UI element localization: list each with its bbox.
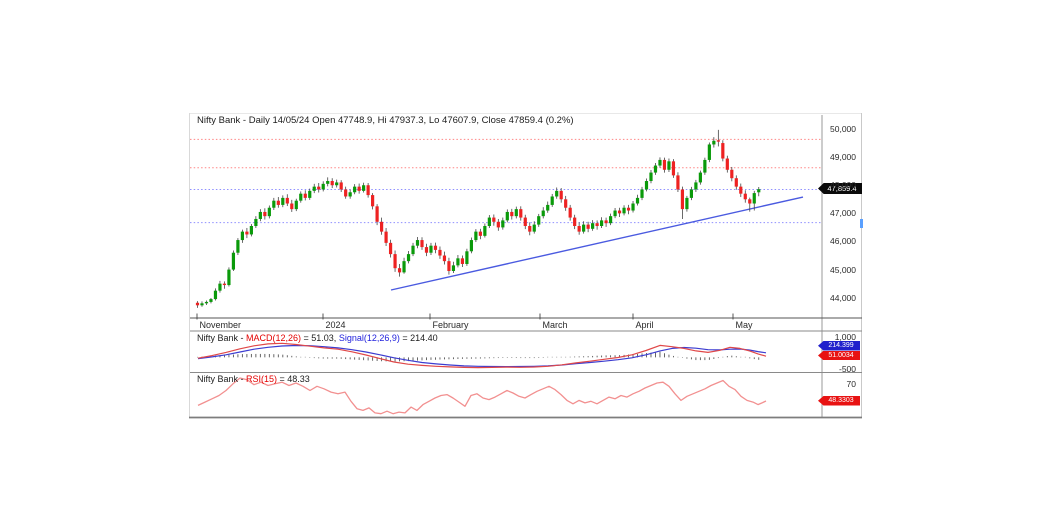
macd-axis-label: -500: [838, 363, 856, 374]
macd-title-prefix: Nifty Bank -: [197, 332, 247, 343]
macd-histogram-group: [197, 351, 760, 362]
rsi-title-suffix: = 48.33: [277, 374, 310, 384]
rsi-title-prefix: Nifty Bank -: [197, 374, 247, 384]
macd-tag-value: 51.0034: [828, 351, 854, 359]
macd-label: MACD(12,26): [246, 332, 302, 343]
price-axis-label: 49,000: [830, 152, 856, 163]
frame-group: [189, 113, 863, 419]
macd-lines-group[interactable]: [197, 342, 767, 369]
price-pane-title-text: Nifty Bank - Daily 14/05/24 Open 47748.9…: [197, 115, 574, 126]
price-axis-label: 48,000: [830, 180, 856, 191]
x-axis-month-label: May: [735, 320, 753, 330]
x-axis-month-label: November: [199, 320, 242, 330]
month-ticks-group: [196, 313, 734, 320]
rsi-line-group[interactable]: [197, 377, 767, 415]
rsi-axis-label: 70: [846, 378, 856, 389]
price-levels-group: [190, 138, 822, 224]
macd-title-suffix: = 214.40: [399, 332, 438, 343]
signal-tag-value: 214.399: [828, 342, 854, 349]
macd-value-tag: 51.0034: [818, 350, 860, 361]
price-axis-label: 47,000: [830, 208, 856, 219]
price-axis-label: 45,000: [830, 264, 856, 275]
candles-group[interactable]: [195, 129, 761, 308]
price-axis-label: 44,000: [830, 292, 856, 303]
rsi-value-tag: 48.3303: [818, 396, 860, 406]
macd-axis-label: 1,000: [834, 331, 856, 342]
x-axis-month-label: March: [542, 320, 568, 330]
x-axis-month-label: April: [635, 320, 654, 330]
price-pane-title: Nifty Bank - Daily 14/05/24 Open 47748.9…: [197, 115, 574, 126]
macd-title-mid: = 51.03,: [301, 332, 339, 343]
price-axis-label: 50,000: [830, 124, 856, 134]
macd-pane-title: Nifty Bank - MACD(12,26) = 51.03, Signal…: [197, 333, 438, 343]
last-price-tag-value: 47,859.4: [827, 184, 857, 193]
last-price-tag: 47,859.4: [818, 183, 862, 194]
price-axis-label: 46,000: [830, 236, 856, 247]
x-axis-month-label: February: [432, 320, 469, 330]
x-axis-month-label: 2024: [325, 320, 346, 330]
signal-label: Signal(12,26,9): [338, 332, 400, 343]
trendline-group: [390, 196, 804, 291]
rsi-pane-title: Nifty Bank - RSI(15) = 48.33: [197, 374, 310, 384]
rsi-label: RSI(15): [246, 374, 278, 384]
rsi-tag-value: 48.3303: [828, 397, 854, 404]
signal-value-tag: 214.399: [818, 341, 860, 351]
